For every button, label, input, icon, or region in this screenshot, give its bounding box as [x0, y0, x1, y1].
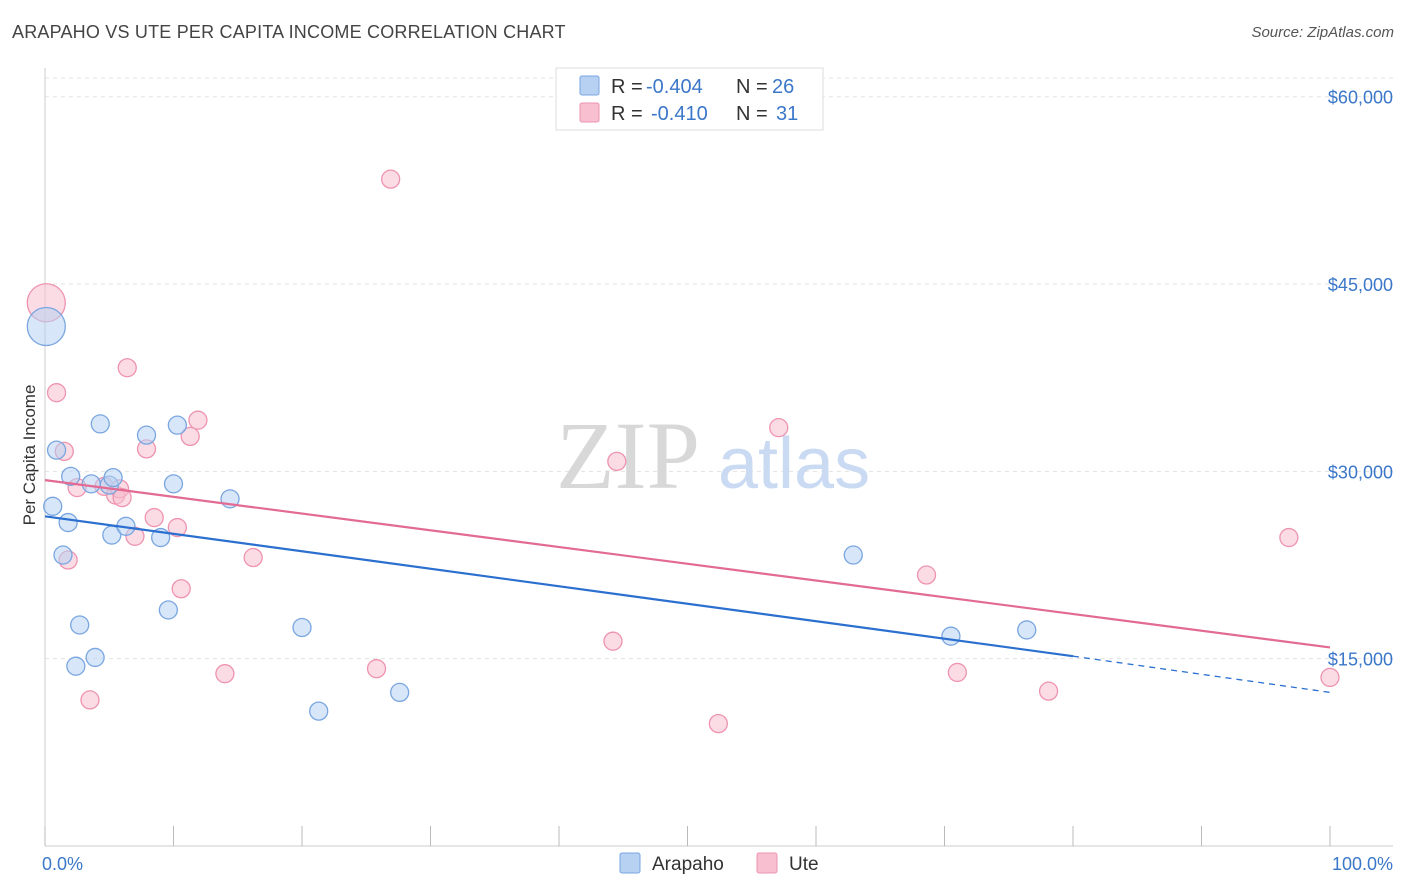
arapaho-point-1: [43, 496, 63, 516]
ute-point-26: [916, 565, 937, 585]
ute-point-5: [80, 690, 100, 710]
ute-point-28: [1038, 681, 1059, 701]
legend-swatch-arapaho: [579, 75, 600, 96]
arapaho-point-5: [61, 466, 81, 487]
chart-title: ARAPAHO VS UTE PER CAPITA INCOME CORRELA…: [12, 22, 566, 42]
arapaho-point-21: [292, 617, 312, 638]
arapaho-point-24: [843, 545, 863, 565]
ute-trend-line: [44, 479, 1331, 649]
legend-n-label-ute: N =: [736, 103, 768, 125]
x-tick-left: 0.0%: [42, 854, 83, 874]
arapaho-point-26: [1017, 620, 1037, 640]
arapaho-point-19: [167, 415, 188, 435]
arapaho-point-12: [103, 467, 123, 488]
ute-point-20: [366, 659, 387, 679]
legend-n-label-arapaho: N =: [736, 76, 768, 98]
ute-point-30: [1320, 667, 1340, 688]
series-legend-swatch-ute: [756, 852, 778, 874]
arapaho-point-7: [70, 615, 90, 635]
series-legend-swatch-arapaho: [619, 852, 641, 874]
ute-point-1: [46, 383, 67, 403]
y-tick-label-3: $60,000: [1328, 88, 1393, 108]
series-legend-arapaho: Arapaho: [652, 854, 724, 875]
ute-point-24: [708, 713, 728, 734]
arapaho-point-2: [46, 440, 67, 460]
legend-r-label-arapaho: R =: [611, 76, 643, 98]
legend-n-value-arapaho: 26: [772, 76, 794, 98]
arapaho-point-25: [941, 626, 961, 646]
ute-point-19: [243, 547, 263, 568]
watermark-zip: ZIP: [556, 402, 700, 509]
ute-point-21: [381, 169, 401, 189]
ute-point-9: [112, 487, 132, 508]
ute-point-15: [171, 579, 191, 599]
ute-point-29: [1279, 527, 1299, 548]
legend-swatch-ute: [579, 102, 600, 123]
ute-point-13: [144, 507, 164, 528]
legend-r-label-ute: R =: [611, 103, 643, 125]
trend-lines: [44, 479, 1331, 694]
arapaho-point-4: [58, 512, 78, 533]
y-tick-label-2: $45,000: [1328, 275, 1393, 295]
stats-legend-box: [555, 67, 824, 131]
ute-point-27: [947, 662, 967, 683]
y-tick-label-1: $30,000: [1328, 462, 1393, 482]
ute-point-22: [603, 631, 623, 651]
ute-point-14: [167, 517, 188, 538]
ute-point-16: [180, 426, 200, 447]
ute-point-10: [117, 358, 137, 378]
grid-lines: [45, 77, 1393, 660]
watermark: ZIP atlas: [556, 402, 870, 509]
arapaho-trend-line: [44, 515, 1074, 658]
y-axis-label: Per Capita Income: [20, 385, 39, 526]
ute-point-18: [215, 664, 235, 684]
x-tick-right: 100.0%: [1332, 854, 1393, 874]
arapaho-point-9: [85, 647, 105, 668]
ute-point-23: [607, 451, 627, 472]
arapaho-point-3: [53, 545, 73, 565]
series-legend: Arapaho Ute: [619, 852, 819, 875]
watermark-atlas: atlas: [718, 424, 870, 504]
arapaho-point-15: [136, 425, 157, 445]
arapaho-point-10: [90, 414, 110, 434]
arapaho-point-8: [81, 474, 101, 494]
arapaho-point-22: [309, 701, 329, 721]
ute-point-25: [769, 418, 789, 438]
stats-legend: R = -0.404 N = 26 R = -0.410 N = 31: [555, 67, 824, 131]
arapaho-point-18: [163, 474, 184, 494]
chart-source: Source: ZipAtlas.com: [1251, 24, 1394, 41]
y-tick-labels: $15,000 $30,000 $45,000 $60,000: [1328, 88, 1393, 670]
legend-r-value-ute: -0.410: [651, 103, 708, 125]
legend-r-value-arapaho: -0.404: [646, 76, 703, 98]
legend-n-value-ute: 31: [776, 103, 798, 125]
arapaho-point-17: [158, 600, 179, 620]
arapaho-point-0: [26, 306, 66, 347]
axes: [44, 68, 1393, 847]
ute-point-17: [188, 410, 208, 430]
arapaho-trend-extension: [1072, 655, 1331, 694]
arapaho-points: [26, 306, 1037, 721]
arapaho-point-6: [66, 656, 86, 676]
arapaho-point-23: [390, 682, 410, 703]
y-tick-label-0: $15,000: [1328, 650, 1393, 670]
series-legend-ute: Ute: [789, 854, 819, 875]
